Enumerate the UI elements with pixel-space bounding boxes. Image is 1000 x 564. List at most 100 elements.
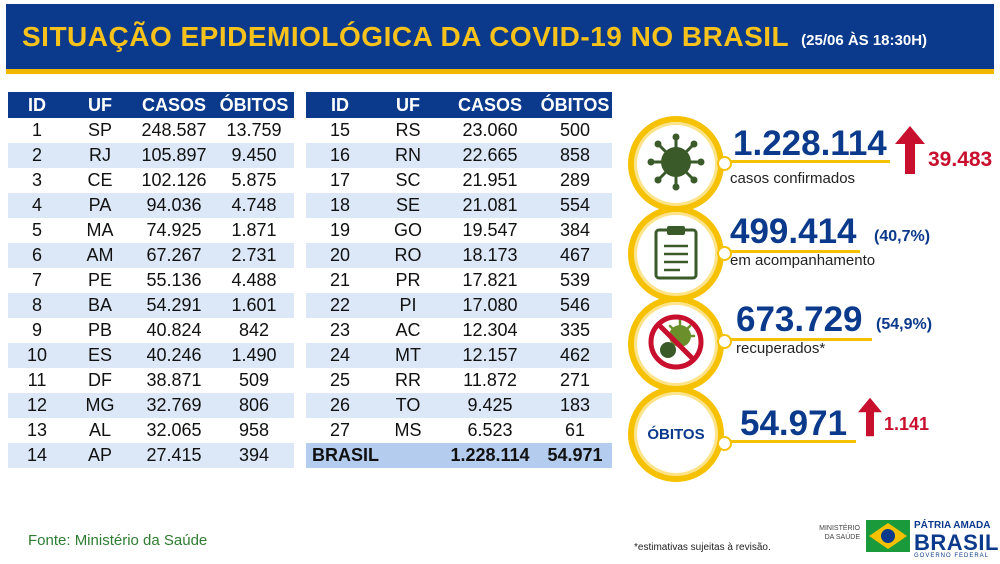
column-header-id: ID [306, 92, 374, 118]
cell-uf: PE [66, 268, 134, 293]
states-table-left: ID UF CASOS ÓBITOS 1 SP 248.587 13.759 2 RJ 10… [8, 92, 294, 468]
virus-icon [647, 133, 705, 196]
cell-casos: 23.060 [442, 118, 538, 143]
cell-uf: CE [66, 168, 134, 193]
cell-obitos: 1.871 [214, 218, 294, 243]
table-row: 26 TO 9.425 183 [306, 393, 612, 418]
states-table-right: ID UF CASOS ÓBITOS 15 RS 23.060 500 16 RN 22.6… [306, 92, 612, 468]
connector-line [717, 334, 872, 349]
cell-uf: RS [374, 118, 442, 143]
table-row: 15 RS 23.060 500 [306, 118, 612, 143]
cell-id: 20 [306, 243, 374, 268]
cell-id: 21 [306, 268, 374, 293]
cell-id: 8 [8, 293, 66, 318]
cell-casos: 27.415 [134, 443, 214, 468]
confirmed-cases-delta: 39.483 [928, 148, 993, 171]
table-row: 19 GO 19.547 384 [306, 218, 612, 243]
cell-casos: 22.665 [442, 143, 538, 168]
cell-casos: 17.821 [442, 268, 538, 293]
government-label: GOVERNO FEDERAL [914, 553, 990, 559]
cell-casos: 6.523 [442, 418, 538, 443]
cell-uf: GO [374, 218, 442, 243]
total-row: BRASIL 1.228.114 54.971 [306, 443, 612, 468]
column-header-obitos: ÓBITOS [214, 92, 294, 118]
cell-id: 22 [306, 293, 374, 318]
cell-casos: 67.267 [134, 243, 214, 268]
cell-casos: 9.425 [442, 393, 538, 418]
cell-uf: PR [374, 268, 442, 293]
table-row: 12 MG 32.769 806 [8, 393, 294, 418]
cell-casos: 54.291 [134, 293, 214, 318]
cell-id: 4 [8, 193, 66, 218]
table-row: 2 RJ 105.897 9.450 [8, 143, 294, 168]
table-row: 18 SE 21.081 554 [306, 193, 612, 218]
column-header-uf: UF [66, 92, 134, 118]
column-header-casos: CASOS [134, 92, 214, 118]
cell-casos: 21.081 [442, 193, 538, 218]
table-row: 13 AL 32.065 958 [8, 418, 294, 443]
deaths-delta: 1.141 [884, 414, 930, 434]
deaths-value: 54.971 [740, 404, 848, 443]
cell-uf: TO [374, 393, 442, 418]
cell-casos: 40.246 [134, 343, 214, 368]
ministry-logo-text: MINISTÉRIO DA SAÚDE [819, 525, 860, 541]
cell-id: 19 [306, 218, 374, 243]
cell-casos: 74.925 [134, 218, 214, 243]
cell-uf: RO [374, 243, 442, 268]
cell-uf: RJ [66, 143, 134, 168]
table-row: 24 MT 12.157 462 [306, 343, 612, 368]
cell-casos: 102.126 [134, 168, 214, 193]
recovered-badge [628, 296, 724, 392]
slogan-brasil: BRASIL [914, 530, 999, 555]
clipboard-icon [654, 224, 698, 285]
page-title: SITUAÇÃO EPIDEMIOLÓGICA DA COVID-19 NO B… [22, 20, 790, 52]
cell-casos: 55.136 [134, 268, 214, 293]
table-row: 21 PR 17.821 539 [306, 268, 612, 293]
cell-uf: PI [374, 293, 442, 318]
cell-uf: SC [374, 168, 442, 193]
cell-uf: PB [66, 318, 134, 343]
cell-obitos: 500 [538, 118, 612, 143]
cell-obitos: 394 [214, 443, 294, 468]
cell-id: 2 [8, 143, 66, 168]
cell-id: 18 [306, 193, 374, 218]
cell-casos: 12.157 [442, 343, 538, 368]
confirmed-cases-badge [628, 116, 724, 212]
total-casos: 1.228.114 [442, 443, 538, 468]
cell-id: 25 [306, 368, 374, 393]
footnote: *estimativas sujeitas à revisão. [634, 542, 771, 553]
cell-uf: AP [66, 443, 134, 468]
virus-crossed-icon [646, 312, 706, 377]
column-header-uf: UF [374, 92, 442, 118]
table-row: 11 DF 38.871 509 [8, 368, 294, 393]
arrow-up-icon [858, 396, 882, 445]
cell-uf: RN [374, 143, 442, 168]
active-cases-value: 499.414 [730, 212, 857, 251]
table-header-row: ID UF CASOS ÓBITOS [8, 92, 294, 118]
cell-casos: 17.080 [442, 293, 538, 318]
cell-id: 11 [8, 368, 66, 393]
brazil-flag-icon [866, 520, 910, 552]
connector-line [717, 436, 856, 451]
cell-obitos: 958 [214, 418, 294, 443]
cell-id: 16 [306, 143, 374, 168]
cell-uf: DF [66, 368, 134, 393]
recovered-label: recuperados* [736, 340, 826, 357]
table-row: 22 PI 17.080 546 [306, 293, 612, 318]
table-row: 25 RR 11.872 271 [306, 368, 612, 393]
table-row: 16 RN 22.665 858 [306, 143, 612, 168]
cell-casos: 32.769 [134, 393, 214, 418]
cell-obitos: 509 [214, 368, 294, 393]
cell-id: 27 [306, 418, 374, 443]
cell-casos: 40.824 [134, 318, 214, 343]
cell-casos: 94.036 [134, 193, 214, 218]
cell-casos: 19.547 [442, 218, 538, 243]
cell-obitos: 1.601 [214, 293, 294, 318]
cell-id: 7 [8, 268, 66, 293]
arrow-up-icon [895, 126, 925, 181]
source-credit: Fonte: Ministério da Saúde [28, 532, 208, 549]
cell-casos: 32.065 [134, 418, 214, 443]
cell-casos: 105.897 [134, 143, 214, 168]
cell-obitos: 462 [538, 343, 612, 368]
cell-obitos: 384 [538, 218, 612, 243]
